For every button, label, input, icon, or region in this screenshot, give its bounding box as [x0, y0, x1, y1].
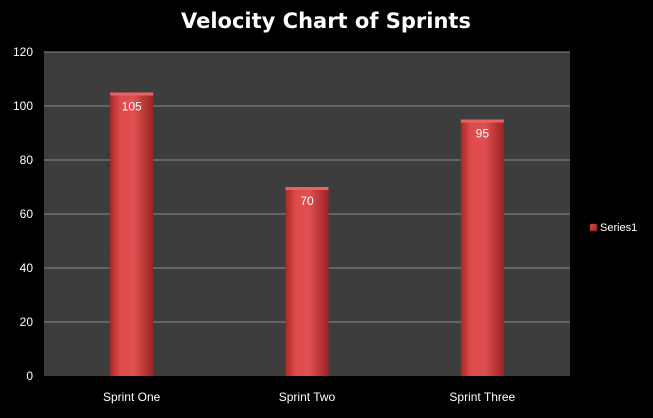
data-label: 95 — [476, 127, 490, 141]
y-tick-label: 0 — [26, 369, 33, 383]
bar-sprint-one — [110, 92, 154, 376]
data-label: 105 — [122, 100, 142, 114]
y-tick-label: 80 — [20, 153, 34, 167]
y-tick-label: 40 — [20, 261, 34, 275]
y-tick-label: 120 — [13, 45, 33, 59]
chart-title: Velocity Chart of Sprints — [181, 9, 471, 33]
bar-top-highlight — [110, 92, 154, 96]
x-category-label: Sprint One — [103, 390, 161, 404]
data-labels: 105 70 95 — [122, 100, 490, 209]
bar-sprint-two — [285, 187, 329, 376]
data-label: 70 — [300, 194, 314, 208]
x-category-label: Sprint Two — [279, 390, 336, 404]
legend-swatch — [589, 223, 598, 232]
bar-top-highlight — [285, 187, 329, 190]
x-category-label: Sprint Three — [449, 390, 515, 404]
bar-top-highlight — [460, 119, 504, 123]
bar-sprint-three — [460, 119, 504, 376]
y-tick-label: 60 — [20, 207, 34, 221]
legend: Series1 — [589, 222, 637, 234]
legend-label-series1: Series1 — [600, 222, 637, 234]
y-axis-ticks: 0 20 40 60 80 100 120 — [13, 45, 33, 383]
y-tick-label: 100 — [13, 99, 33, 113]
x-axis-labels: Sprint One Sprint Two Sprint Three — [103, 390, 516, 404]
y-tick-label: 20 — [20, 315, 34, 329]
bar-series — [110, 92, 504, 376]
